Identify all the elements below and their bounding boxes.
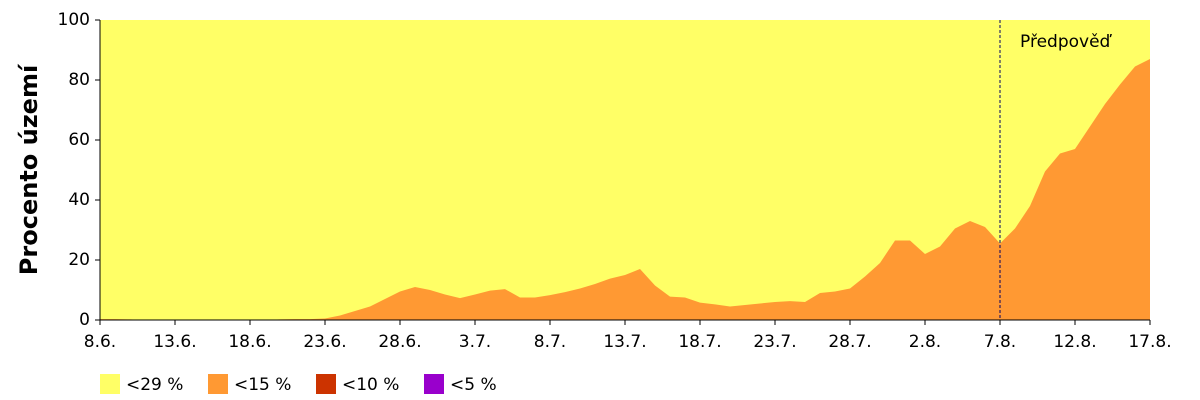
- y-tick-label: 40: [68, 190, 90, 210]
- x-tick-label: 23.7.: [753, 332, 796, 352]
- annotation: Předpověď: [1020, 32, 1113, 52]
- legend-swatch: [316, 374, 336, 394]
- legend-label: <29 %: [126, 375, 183, 395]
- x-tick-label: 8.7.: [534, 332, 566, 352]
- y-tick-label: 60: [68, 130, 90, 150]
- legend-label: <10 %: [342, 375, 399, 395]
- y-tick-label: 20: [68, 250, 90, 270]
- legend-swatch: [100, 374, 120, 394]
- legend-label: <5 %: [450, 375, 497, 395]
- legend-swatch: [208, 374, 228, 394]
- x-tick-label: 13.6.: [153, 332, 196, 352]
- x-tick-label: 13.7.: [603, 332, 646, 352]
- y-tick-label: 80: [68, 70, 90, 90]
- x-tick-label: 2.8.: [909, 332, 941, 352]
- legend-swatch: [424, 374, 444, 394]
- x-tick-label: 7.8.: [984, 332, 1016, 352]
- x-tick-label: 17.8.: [1128, 332, 1171, 352]
- x-tick-label: 18.6.: [228, 332, 271, 352]
- x-tick-label: 28.7.: [828, 332, 871, 352]
- legend-label: <15 %: [234, 375, 291, 395]
- x-tick-label: 23.6.: [303, 332, 346, 352]
- x-tick-label: 18.7.: [678, 332, 721, 352]
- area: [100, 20, 1150, 320]
- y-tick-label: 0: [79, 310, 90, 330]
- x-tick-label: 3.7.: [459, 332, 491, 352]
- y-tick-label: 100: [58, 10, 90, 30]
- area: [100, 59, 1150, 320]
- y-axis-title: Procento území: [15, 63, 43, 275]
- x-tick-label: 28.6.: [378, 332, 421, 352]
- x-tick-label: 12.8.: [1053, 332, 1096, 352]
- x-tick-label: 8.6.: [84, 332, 116, 352]
